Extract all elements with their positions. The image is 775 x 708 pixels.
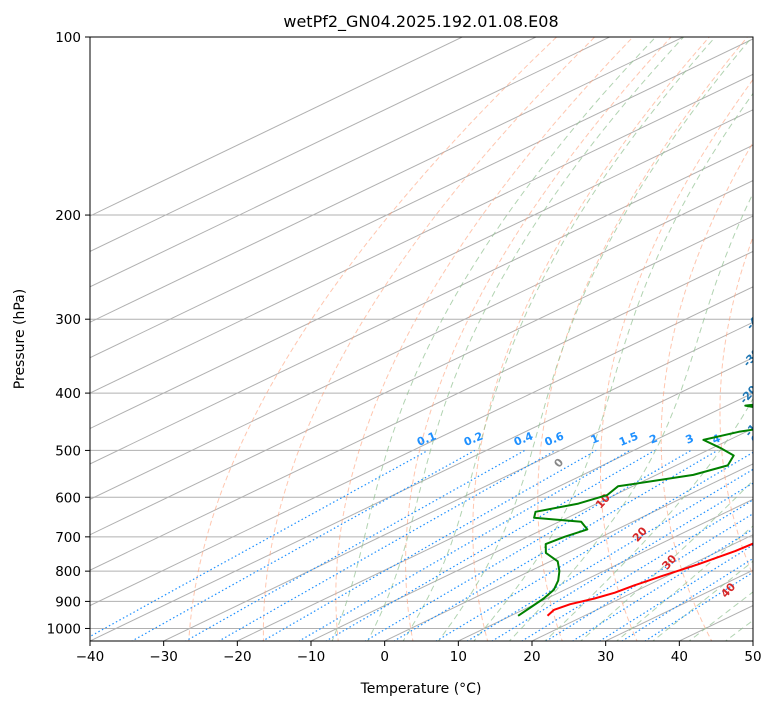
moist-adiabat-line <box>580 479 753 641</box>
mixing-ratio-label: 6 <box>749 432 761 447</box>
y-axis-title: Pressure (hPa) <box>12 289 28 389</box>
isotherm-line <box>457 498 753 641</box>
dry-adiabat-line <box>660 141 753 641</box>
x-tick-label: −30 <box>149 649 178 665</box>
mixing-ratio-line <box>435 451 753 641</box>
mixing-ratio-line <box>621 557 753 641</box>
mixing-ratio-label: 2 <box>647 432 659 447</box>
isotherm-line <box>90 250 753 571</box>
isotherm-line <box>90 37 538 252</box>
x-tick-label: 10 <box>450 649 467 665</box>
line-annotations: -100-90-80-70-60-50-40-30-20-100.10.20.4… <box>415 309 767 601</box>
data-series <box>517 403 753 617</box>
mixing-ratio-line <box>184 449 526 641</box>
isotherm-line <box>309 427 753 641</box>
mixing-ratio-label: 3 <box>684 432 696 447</box>
isotherm-line <box>90 180 753 500</box>
y-tick-label: 500 <box>55 443 81 459</box>
dry-adiabat-line <box>537 37 748 641</box>
moist-adiabat-line <box>367 37 685 641</box>
x-tick-label: −10 <box>297 649 326 665</box>
y-tick-label: 400 <box>55 386 81 402</box>
y-tick-label: 600 <box>55 490 81 506</box>
dry-adiabat-line <box>188 37 557 641</box>
plot-frame <box>89 36 754 642</box>
y-tick-label: 1000 <box>47 621 81 637</box>
isotherm-line <box>90 109 753 430</box>
chart-title: wetPf2_GN04.2025.192.01.08.E08 <box>283 12 558 32</box>
moist-adiabat-line <box>437 37 753 641</box>
y-tick-label: 900 <box>55 594 81 610</box>
moist-adiabat-line <box>473 92 753 641</box>
x-tick-label: 0 <box>380 649 389 665</box>
y-tick-label: 800 <box>55 564 81 580</box>
y-tick-label: 700 <box>55 530 81 546</box>
mixing-ratio-line <box>466 468 753 641</box>
mixing-ratio-line <box>393 449 718 641</box>
mixing-ratio-line <box>261 449 597 641</box>
dry-adiabat-line <box>600 78 753 641</box>
isotherm-line <box>90 37 464 217</box>
mixing-ratio-line <box>491 482 753 641</box>
x-tick-label: 30 <box>597 649 614 665</box>
isotherm-line <box>162 357 753 641</box>
isotherm-line <box>90 286 753 607</box>
isotherm-line <box>90 73 753 394</box>
isotherm-line <box>530 534 753 641</box>
dry-adiabat-line <box>405 37 672 641</box>
mixing-ratio-line <box>324 449 656 641</box>
isotherm-line <box>90 38 753 359</box>
isotherm-line <box>90 215 753 536</box>
mixing-ratio-line <box>130 449 476 641</box>
moist-adiabat-line <box>331 37 657 641</box>
mixing-ratio-line <box>90 449 429 638</box>
y-tick-label: 200 <box>55 208 81 224</box>
moist-adiabat-line <box>402 37 716 641</box>
isotherm-line <box>90 37 685 323</box>
mixing-ratio-line <box>598 544 753 641</box>
y-tick-label: 100 <box>55 30 81 46</box>
isotherm-line <box>90 321 753 641</box>
x-tick-label: −20 <box>223 649 252 665</box>
isotherm-line <box>90 144 753 465</box>
mixing-ratio-label: 1 <box>589 432 601 447</box>
dry-adiabat-line <box>335 37 634 641</box>
x-tick-label: 40 <box>671 649 688 665</box>
moist-adiabat-line <box>615 525 753 641</box>
dry-adiabat-line <box>472 37 710 641</box>
isotherm-label: -40 <box>744 309 767 333</box>
x-tick-label: 20 <box>523 649 540 665</box>
mixing-ratio-line <box>297 449 631 641</box>
mixing-ratio-line <box>520 499 753 641</box>
x-axis-title: Temperature (°C) <box>360 681 482 697</box>
isotherm-line <box>90 37 611 288</box>
x-tick-label: −40 <box>76 649 105 665</box>
x-axis: −40 −30 −20 −10 0 10 20 30 40 50 <box>76 641 762 665</box>
isotherm-line <box>236 392 753 641</box>
isotherm-label: -10 <box>742 416 765 440</box>
y-tick-label: 300 <box>55 312 81 328</box>
moist-adiabat-line <box>508 192 753 641</box>
background-lines <box>90 37 753 641</box>
dewpoint-profile-line <box>517 403 753 617</box>
dry-adiabat-line <box>262 37 596 641</box>
y-axis: 100 200 300 400 500 600 700 800 900 1000 <box>47 30 90 637</box>
x-tick-label: 50 <box>744 649 761 665</box>
temperature-profile-line <box>546 542 753 617</box>
mixing-ratio-line <box>545 513 753 641</box>
isotherm-line <box>383 463 753 641</box>
